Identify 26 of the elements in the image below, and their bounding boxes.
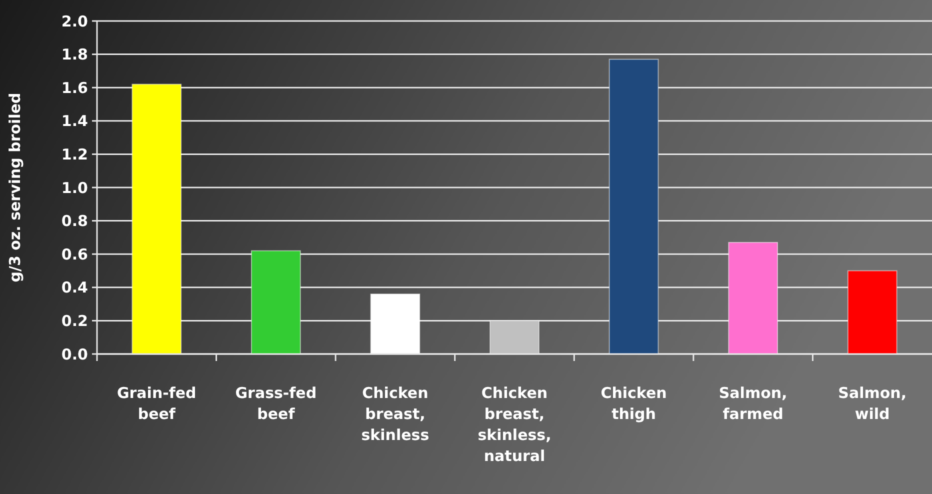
y-tick-label: 0.8: [61, 212, 88, 230]
y-tick-label: 0.2: [61, 312, 88, 330]
y-tick-label: 1.4: [61, 112, 88, 130]
y-tick-label: 0.0: [61, 345, 88, 364]
x-tick-label: Salmon, wild: [838, 384, 907, 423]
bar: [132, 84, 182, 354]
x-tick-label: Chicken breast, skinless: [361, 384, 430, 444]
y-tick-label: 0.6: [61, 245, 88, 264]
y-tick-label: 1.6: [61, 78, 88, 97]
y-tick-label: 1.8: [61, 46, 88, 64]
bar: [490, 320, 540, 354]
x-tick-label: Chicken thigh: [600, 384, 667, 423]
x-tick-label: Chicken breast, skinless, natural: [478, 384, 552, 465]
bar: [250, 250, 301, 354]
bar: [847, 270, 898, 354]
x-tick-label: Grass-fed beef: [235, 384, 317, 423]
y-tick-label: 1.2: [61, 145, 88, 164]
bar: [728, 242, 778, 354]
x-tick-label: Grain-fed beef: [116, 384, 196, 423]
y-tick-label: 1.0: [61, 178, 88, 197]
y-tick-label: 0.4: [61, 278, 88, 297]
y-tick-label: 2.0: [61, 12, 88, 30]
y-axis-title: g/3 oz. serving broiled: [6, 92, 24, 282]
x-tick-label: Salmon, farmed: [718, 384, 788, 423]
bar: [608, 58, 659, 354]
bar: [370, 294, 420, 354]
